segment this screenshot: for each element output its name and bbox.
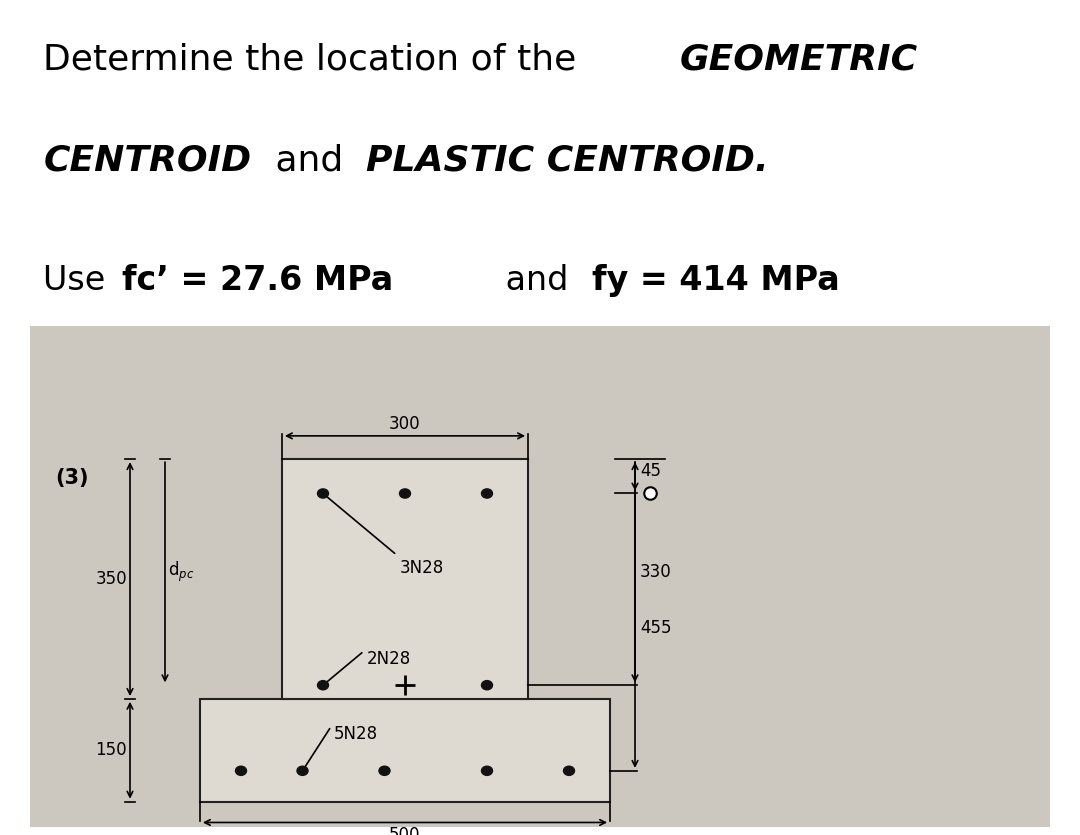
Circle shape: [318, 681, 328, 690]
Text: 300: 300: [389, 414, 421, 433]
Circle shape: [482, 767, 492, 776]
Bar: [200, 699, 610, 802]
Circle shape: [318, 489, 328, 498]
Circle shape: [379, 767, 390, 776]
Circle shape: [482, 489, 492, 498]
Text: 2N28: 2N28: [366, 650, 410, 668]
Text: Use: Use: [43, 264, 116, 297]
Text: (3): (3): [55, 468, 89, 488]
Bar: [282, 459, 528, 699]
Circle shape: [235, 767, 246, 776]
Text: 3N28: 3N28: [400, 559, 444, 576]
Text: d$_{pc}$: d$_{pc}$: [168, 560, 194, 584]
Circle shape: [482, 681, 492, 690]
Text: and: and: [495, 264, 579, 297]
Text: PLASTIC CENTROID.: PLASTIC CENTROID.: [366, 144, 769, 178]
Text: 45: 45: [640, 462, 661, 480]
Circle shape: [400, 489, 410, 498]
Text: and: and: [264, 144, 354, 178]
Text: 455: 455: [640, 619, 672, 636]
Text: 150: 150: [95, 741, 127, 759]
Text: fy = 414 MPa: fy = 414 MPa: [592, 264, 840, 297]
Text: fc’ = 27.6 MPa: fc’ = 27.6 MPa: [122, 264, 393, 297]
Circle shape: [297, 767, 308, 776]
Circle shape: [564, 767, 575, 776]
Text: 500: 500: [389, 826, 421, 835]
Text: GEOMETRIC: GEOMETRIC: [679, 42, 917, 76]
Text: 350: 350: [95, 570, 127, 588]
Text: 5N28: 5N28: [334, 725, 378, 743]
Text: Determine the location of the: Determine the location of the: [43, 42, 588, 76]
Text: CENTROID: CENTROID: [43, 144, 252, 178]
Text: 330: 330: [640, 564, 672, 581]
